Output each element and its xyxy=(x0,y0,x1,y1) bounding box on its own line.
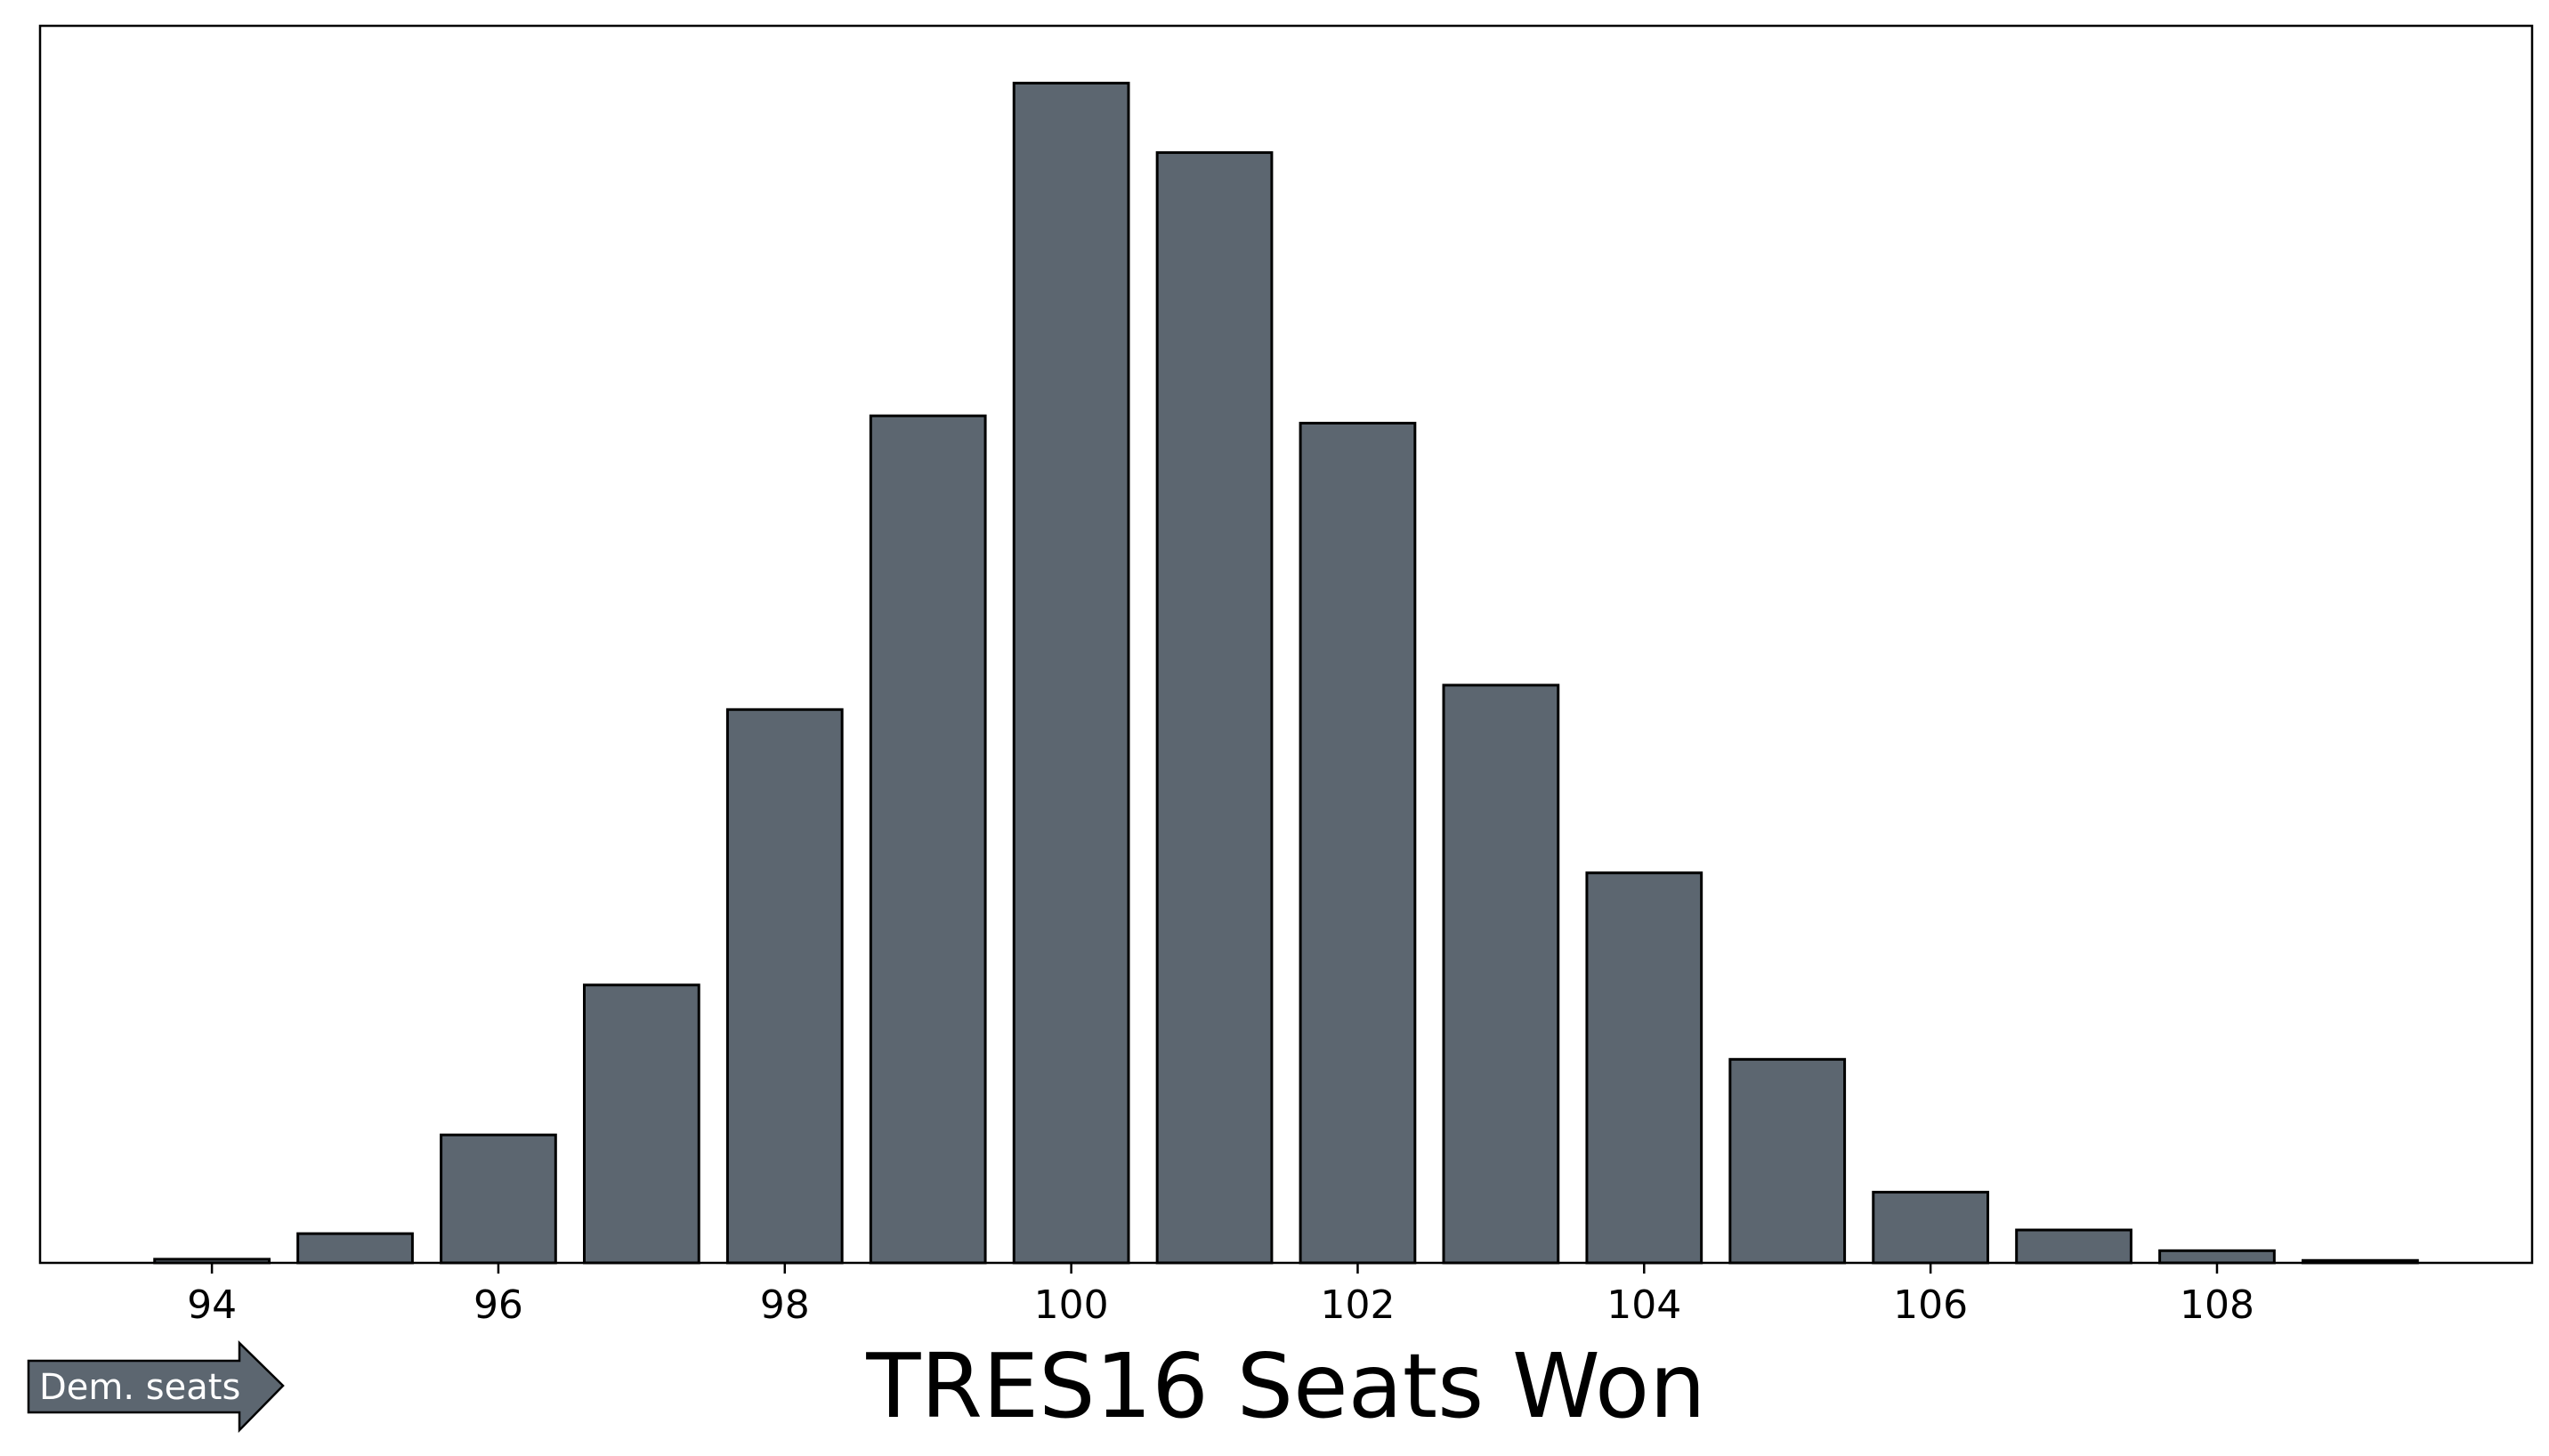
bar-97 xyxy=(582,983,700,1265)
bar-98 xyxy=(725,708,844,1265)
x-tick-label-96: 96 xyxy=(473,1282,523,1328)
dem-seats-arrow: Dem. seats xyxy=(27,1340,285,1434)
x-tick-label-102: 102 xyxy=(1320,1282,1395,1328)
plot-frame xyxy=(38,24,2534,1265)
bar-105 xyxy=(1728,1057,1847,1265)
bar-102 xyxy=(1299,421,1417,1265)
bar-101 xyxy=(1155,150,1274,1265)
x-tick-label-108: 108 xyxy=(2180,1282,2254,1328)
x-tick-label-104: 104 xyxy=(1606,1282,1681,1328)
x-ticks-group: 94 96 98 100 102 104 106 108 xyxy=(187,1263,2254,1328)
bar-96 xyxy=(440,1133,557,1265)
x-tick-label-106: 106 xyxy=(1893,1282,1968,1328)
arrow-icon xyxy=(27,1340,285,1434)
bar-106 xyxy=(1872,1191,1990,1265)
bar-103 xyxy=(1442,684,1560,1265)
x-tick-label-98: 98 xyxy=(760,1282,810,1328)
bar-100 xyxy=(1012,81,1130,1265)
bar-104 xyxy=(1585,871,1703,1265)
x-axis-label: TRES16 Seats Won xyxy=(865,1334,1705,1438)
bar-99 xyxy=(869,414,987,1265)
x-tick-label-94: 94 xyxy=(187,1282,237,1328)
bar-108 xyxy=(2158,1249,2276,1265)
bars-group xyxy=(153,81,2419,1265)
x-tick-label-100: 100 xyxy=(1034,1282,1109,1328)
bar-107 xyxy=(2015,1228,2132,1265)
bar-95 xyxy=(296,1232,414,1265)
arrow-label: Dem. seats xyxy=(39,1367,240,1408)
